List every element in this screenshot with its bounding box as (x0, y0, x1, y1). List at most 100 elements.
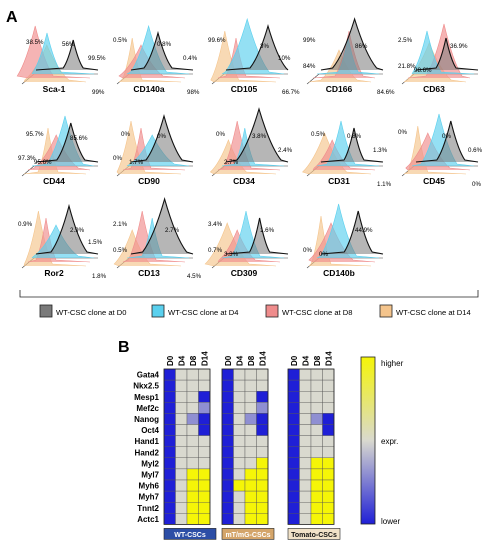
heatmap-cell (198, 402, 211, 414)
heatmap-cell (233, 379, 246, 392)
colorbar-mid-label: expr. (381, 437, 398, 446)
heatmap-cell (221, 413, 234, 425)
heatmap-cell (299, 468, 312, 481)
heatmap-cell (163, 468, 176, 481)
histogram-curve (31, 32, 95, 75)
heatmap-cell (244, 435, 257, 447)
percent-label: 0.7% (208, 247, 223, 254)
heatmap-cell (322, 435, 335, 447)
percent-label: 0.9% (18, 221, 33, 228)
heatmap-cell (186, 424, 199, 436)
heatmap-cell (221, 379, 234, 392)
heatmap-cell (175, 402, 188, 414)
column-header: D8 (313, 355, 322, 366)
heatmap-cell (299, 368, 312, 381)
heatmap-cell (299, 446, 312, 459)
percent-label: 0.5% (113, 247, 128, 254)
marker-name: CD105 (231, 84, 258, 94)
marker-name: CD44 (43, 176, 65, 186)
marker-name: CD309 (231, 268, 258, 278)
heatmap-cell (198, 490, 211, 503)
colorbar: higher expr. lower (360, 356, 404, 526)
heatmap-cell (233, 513, 246, 525)
heatmap-cell (175, 468, 188, 481)
percent-label: 38.5% (26, 39, 44, 46)
heatmap-cell (287, 502, 300, 514)
heatmap-cell (256, 391, 269, 403)
panel-b-label: B (118, 339, 130, 356)
heatmap-cell (287, 457, 300, 470)
heatmap-cell (233, 368, 246, 381)
histogram-curve (35, 203, 99, 255)
panel-a-label: A (6, 9, 18, 26)
marker-name: Ror2 (44, 268, 64, 278)
percent-label: 3.8% (252, 133, 267, 140)
histogram-panel: 85.6% 97.3%95.6% 95.7% CD44 (18, 115, 99, 186)
histogram-panel: 2.7% 0% 3.8% 2.4% CD34 (209, 107, 293, 186)
percent-label: 85.6% (70, 135, 88, 142)
percent-label: 1.7% (129, 159, 144, 166)
heatmap-cell (287, 391, 300, 403)
histogram-curve (35, 122, 99, 163)
percent-label: 99% (92, 89, 105, 96)
percent-label: 0.6% (468, 147, 483, 154)
percent-label: 0% (303, 247, 312, 254)
heatmap-cell (221, 424, 234, 436)
histogram-panel: 84.6% 99% 86% 84% CD166 (303, 17, 395, 96)
heatmap-cell (233, 424, 246, 436)
heatmap-cell (175, 490, 188, 503)
heatmap-cell (244, 457, 257, 470)
gene-label: Nanog (134, 415, 159, 424)
heatmap-cell (310, 446, 323, 459)
heatmap-cell (287, 468, 300, 481)
marker-name: CD90 (138, 176, 160, 186)
column-header: D4 (301, 355, 310, 366)
heatmap-cell (299, 435, 312, 447)
percent-label: 98% (187, 89, 200, 96)
gene-label: Tnnt2 (137, 504, 159, 513)
heatmap-cell (221, 479, 234, 492)
heatmap-cell (221, 513, 234, 525)
histogram-panel: 0% 0.6% 0% 0% CD45 (398, 113, 483, 188)
heatmap-cell (163, 368, 176, 381)
heatmap-cell (310, 502, 323, 514)
heatmap-cell (175, 502, 188, 514)
heatmap-group: Gata4 Nkx2.5 Mesp1 Mef2c Nanog Oct4 Hand1 Hand2… (133, 351, 341, 540)
histogram-curve (415, 120, 479, 163)
heatmap-cell (186, 402, 199, 414)
heatmap-cell (163, 435, 176, 447)
heatmap-cell (221, 457, 234, 470)
heatmap-cell (322, 391, 335, 403)
heatmap-cell (299, 490, 312, 503)
percent-label: 95.6% (34, 159, 52, 166)
percent-label: 3.4% (208, 221, 223, 228)
heatmap-cell (310, 368, 323, 381)
marker-name: CD45 (423, 176, 445, 186)
histogram-curve (130, 113, 194, 163)
percent-label: 3% (260, 43, 269, 50)
marker-name: CD63 (423, 84, 445, 94)
heatmap-border (287, 368, 335, 525)
legend-entry: WT-CSC clone at D0 (39, 304, 126, 318)
histogram-curve (130, 196, 194, 255)
heatmap-cell (244, 502, 257, 514)
histogram-curve (415, 37, 479, 71)
gene-label: Mef2c (136, 404, 159, 413)
heatmap-cell (233, 502, 246, 514)
histogram-curve (320, 17, 384, 71)
histogram-depth-axis (21, 165, 35, 177)
percent-label: 66.7% (282, 89, 300, 96)
heatmap-cell (198, 502, 211, 514)
legend-entry: WT-CSC clone at D8 (265, 304, 352, 318)
heatmap-cell (244, 413, 257, 425)
heatmap-cell (186, 368, 199, 381)
column-header: D8 (247, 355, 256, 366)
heatmap-cell (299, 402, 312, 414)
percent-label: 0% (442, 133, 451, 140)
percent-label: 0% (121, 131, 130, 138)
heatmap-cell (244, 468, 257, 481)
column-header: D14 (324, 351, 333, 366)
percent-label: 2.4% (278, 147, 293, 154)
heatmap-cell (287, 368, 300, 381)
heatmap-cell (256, 468, 269, 481)
